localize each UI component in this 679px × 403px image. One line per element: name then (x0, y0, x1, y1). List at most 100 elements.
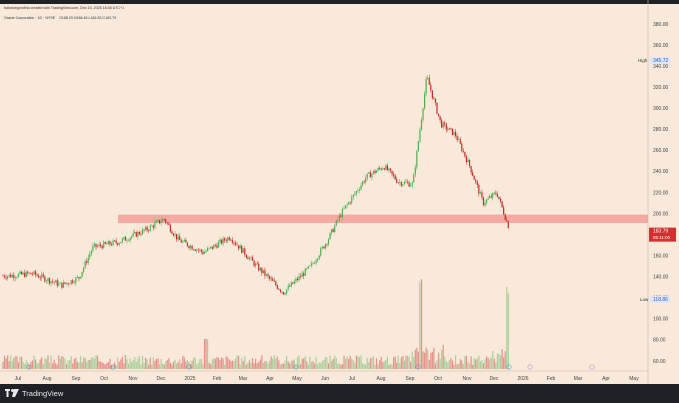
price-tick-label: 280.00 (653, 127, 669, 133)
volume-bar (484, 359, 486, 369)
volume-bar (129, 358, 131, 369)
candle-body (503, 207, 505, 215)
candle-body (323, 246, 325, 249)
price-tick-label: 260.00 (653, 148, 669, 154)
volume-bar (352, 360, 354, 369)
candle-body (21, 271, 23, 275)
volume-bar (199, 359, 201, 369)
volume-bar (448, 360, 450, 369)
volume-bar (365, 363, 367, 369)
volume-bar (5, 358, 7, 369)
candle-body (47, 278, 49, 281)
volume-bar (87, 360, 89, 369)
time-tick-label: Apr (266, 376, 274, 382)
volume-bar (233, 360, 235, 369)
volume-bar (479, 361, 481, 369)
price-tick-label: 140.00 (653, 275, 669, 281)
candle-body (259, 268, 261, 271)
candle-body (487, 198, 489, 200)
candle-body (338, 215, 340, 221)
volume-bar (309, 356, 311, 369)
event-marker (589, 364, 595, 370)
volume-bar (205, 339, 207, 369)
volume-bar (182, 355, 184, 369)
symbol-name[interactable]: Oracle Corporation · 1D · NYSE (4, 16, 56, 20)
volume-bar (162, 363, 164, 369)
candle-body (172, 233, 175, 236)
chart-attribution: balancegurufina created with TradingView… (4, 6, 125, 10)
candle-body (45, 280, 47, 282)
candle-body (406, 182, 409, 183)
candle-body (44, 276, 46, 282)
candle-body (34, 271, 37, 275)
price-chart[interactable]: Jul Aug Sep Oct Nov Dec 2025 Feb Mar Apr May Jun Jul… (0, 0, 679, 384)
volume-bar (188, 361, 190, 369)
candle-body (458, 139, 460, 140)
volume-bar (241, 357, 243, 369)
volume-bar (304, 356, 306, 369)
volume-bar (25, 359, 27, 369)
candle-body (351, 196, 353, 203)
candle-body (188, 246, 190, 249)
volume-bar (27, 362, 29, 369)
candle-body (163, 218, 165, 220)
candle-body (211, 246, 213, 249)
volume-bar (338, 363, 340, 369)
volume-bar (2, 361, 4, 369)
candle-body (431, 90, 433, 98)
candle-body (312, 263, 314, 264)
volume-bar (372, 356, 375, 369)
candle-body (265, 274, 268, 276)
candle-body (248, 257, 251, 260)
volume-bar (191, 360, 193, 369)
volume-bar (251, 357, 254, 369)
candle-body (493, 192, 495, 194)
candle-body (134, 231, 136, 234)
candle-body (264, 270, 266, 276)
candle-body (214, 244, 216, 246)
candle-body (498, 196, 500, 199)
candle-body (141, 229, 144, 235)
candle-body (340, 215, 342, 217)
candle-body (295, 278, 297, 282)
candle-body (499, 198, 502, 202)
candle-body (451, 128, 454, 135)
candle-body (152, 225, 154, 228)
volume-bar (261, 355, 263, 369)
candle-body (300, 276, 302, 277)
volume-bar (194, 357, 196, 369)
volume-bar (337, 363, 339, 369)
volume-bar (8, 361, 10, 369)
candle-body (278, 288, 280, 290)
countdown-timer: 05:11:00 (653, 235, 671, 240)
volume-bar (503, 357, 505, 369)
volume-bar (72, 363, 74, 369)
volume-bar (300, 364, 302, 369)
candle-body (31, 274, 34, 275)
volume-bar (326, 357, 328, 369)
candle-body (146, 227, 148, 231)
candle-body (272, 278, 274, 281)
candle-body (250, 257, 252, 258)
candle-body (228, 237, 230, 240)
candle-body (467, 159, 469, 163)
volume-bar (22, 361, 24, 369)
candle-body (48, 278, 51, 284)
candle-body (267, 274, 269, 277)
volume-bar (163, 364, 165, 369)
volume-bar (411, 351, 413, 369)
candle-body (89, 254, 91, 258)
volume-bar (255, 358, 257, 369)
event-marker (110, 364, 116, 370)
candle-body (194, 249, 196, 251)
volume-bar (258, 361, 260, 369)
candle-body (482, 197, 485, 206)
tradingview-logo[interactable]: TradingView (5, 387, 63, 399)
candle-body (11, 275, 13, 278)
candle-body (200, 249, 202, 252)
volume-bar (14, 356, 16, 369)
candle-body (230, 239, 232, 241)
volume-bar (16, 356, 18, 369)
volume-bar (270, 356, 272, 369)
